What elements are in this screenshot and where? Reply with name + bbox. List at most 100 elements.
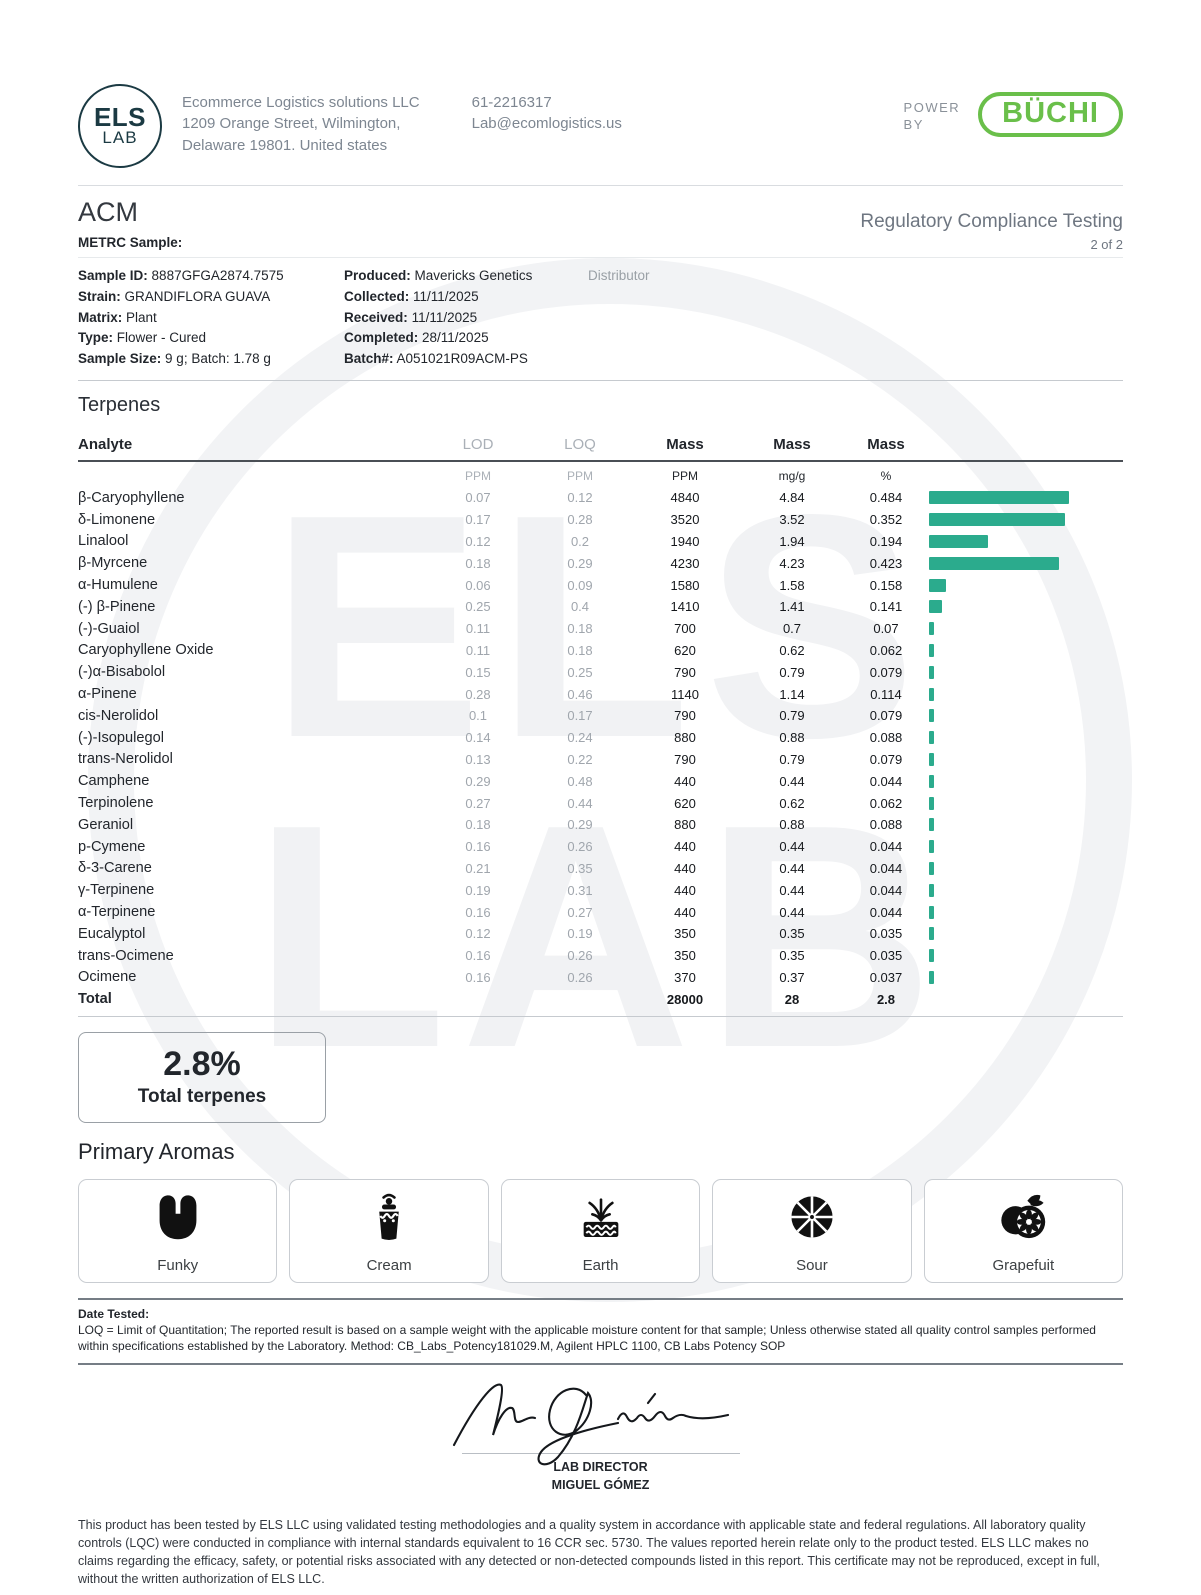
loq-value: 0.29 — [567, 817, 593, 833]
primary-aromas-title: Primary Aromas — [78, 1139, 235, 1165]
lod-value: 0.11 — [465, 621, 491, 637]
mass-ppm-value: 440 — [674, 882, 696, 898]
table-row: p-Cymene 0.16 0.26 440 0.44 0.044 — [78, 836, 1123, 858]
lod-value: 0.18 — [465, 555, 491, 571]
mass-mgg-value: 0.44 — [779, 860, 805, 876]
mass-mgg-value: 0.62 — [779, 795, 805, 811]
mass-pct-value: 0.079 — [869, 664, 903, 680]
mass-pct-value: 0.194 — [869, 533, 903, 549]
bar-cell — [926, 578, 1123, 592]
mass-mgg-value: 4.23 — [779, 555, 805, 571]
mass-pct-value: 0.044 — [869, 839, 903, 855]
batch-number-field: Batch#: A051021R09ACM-PS — [344, 351, 528, 367]
lod-value: 0.17 — [465, 512, 491, 528]
sample-id-field: Sample ID: 8887GFGA2874.7575 — [78, 268, 284, 283]
analyte-name: (-)-Guaiol — [78, 620, 140, 637]
client-name: ACM — [78, 197, 138, 227]
earth-icon — [583, 1198, 618, 1238]
aroma-card-sour: Sour — [712, 1179, 912, 1284]
report-title: Regulatory Compliance Testing — [860, 211, 1123, 232]
mass-pct-value: 0.484 — [869, 490, 903, 506]
company-name: Ecommerce Logistics solutions LLC — [182, 94, 420, 111]
lod-value: 0.16 — [465, 948, 491, 964]
table-row: α-Terpinene 0.16 0.27 440 0.44 0.044 — [78, 901, 1123, 923]
sour-icon — [791, 1196, 833, 1238]
table-row: cis-Nerolidol 0.1 0.17 790 0.79 0.079 — [78, 705, 1123, 727]
mass-pct-value: 0.062 — [869, 642, 903, 658]
lod-value: 0.15 — [465, 664, 491, 680]
loq-value: 0.18 — [567, 642, 593, 658]
analyte-name: p-Cymene — [78, 838, 146, 855]
lod-value: 0.11 — [465, 642, 491, 658]
loq-value: 0.31 — [567, 882, 593, 898]
mass-mgg-value: 1.41 — [779, 599, 805, 615]
analyte-name: Linalool — [78, 533, 129, 550]
bar-cell — [926, 643, 1123, 657]
mass-ppm-value: 1580 — [670, 577, 700, 593]
mass-pct-value: 0.079 — [869, 708, 903, 724]
analyte-name: Eucalyptol — [78, 925, 146, 942]
mass-ppm-value: 790 — [674, 708, 696, 724]
loq-value: 0.12 — [567, 490, 593, 506]
table-row: (-)α-Bisabolol 0.15 0.25 790 0.79 0.079 — [78, 661, 1123, 683]
table-row: trans-Nerolidol 0.13 0.22 790 0.79 0.079 — [78, 749, 1123, 771]
mass-ppm-value: 440 — [674, 839, 696, 855]
analyte-name: Geraniol — [78, 816, 134, 833]
signature-line — [461, 1452, 740, 1454]
bar-cell — [926, 970, 1123, 984]
mass-pct-value: 0.044 — [869, 860, 903, 876]
loq-value: 0.17 — [567, 708, 593, 724]
mass-bar — [929, 861, 934, 875]
mass-bar — [929, 905, 934, 919]
footnote-divider-bottom — [78, 1362, 1123, 1365]
table-row: Terpinolene 0.27 0.44 620 0.62 0.062 — [78, 792, 1123, 814]
total-terpenes-box: 2.8% Total terpenes — [78, 1032, 326, 1124]
logo-text-els: ELS — [93, 101, 147, 132]
mass-ppm-value: 1410 — [670, 599, 700, 615]
mass-mgg-value: 0.44 — [779, 773, 805, 789]
power-by-label: POWER BY — [903, 100, 961, 132]
bar-cell — [926, 796, 1123, 810]
mass-bar — [929, 643, 934, 657]
sample-fields-middle: Produced: Mavericks Genetics Collected: … — [344, 266, 588, 370]
lod-value: 0.16 — [465, 969, 491, 985]
date-tested-label: Date Tested: — [78, 1307, 150, 1322]
bar-cell — [926, 731, 1123, 745]
bar-cell — [926, 622, 1123, 636]
mass-bar — [929, 600, 942, 614]
mass-ppm-value: 790 — [674, 751, 696, 767]
mass-pct-value: 0.158 — [869, 577, 903, 593]
analyte-name: α-Terpinene — [78, 904, 156, 921]
mass-pct-value: 0.088 — [869, 817, 903, 833]
metrc-sample-label: METRC Sample: — [78, 235, 183, 250]
mass-mgg-value: 0.79 — [779, 664, 805, 680]
loq-value: 0.25 — [567, 664, 593, 680]
analyte-name: (-)α-Bisabolol — [78, 664, 166, 681]
column-header-mass-pct: Mass — [867, 436, 905, 454]
analyte-name: trans-Nerolidol — [78, 751, 173, 768]
section-divider — [78, 379, 1123, 381]
table-row: Eucalyptol 0.12 0.19 350 0.35 0.035 — [78, 923, 1123, 945]
bar-cell — [926, 752, 1123, 766]
company-address-line2: Delaware 19801. United states — [182, 136, 388, 154]
unit-loq: PPM — [566, 468, 593, 483]
footnote-divider-top — [78, 1298, 1123, 1301]
aroma-label: Cream — [366, 1257, 412, 1275]
aroma-card-cream: Cream — [289, 1179, 489, 1284]
mass-ppm-value: 350 — [674, 926, 696, 942]
loq-value: 0.28 — [567, 512, 593, 528]
table-header-divider — [78, 459, 1123, 462]
total-mgg: 28 — [784, 991, 800, 1007]
footnote-block: Date Tested: LOQ = Limit of Quantitation… — [78, 1306, 1123, 1355]
column-header-mass-mgg: Mass — [773, 436, 811, 454]
bar-cell — [926, 949, 1123, 963]
loq-value: 0.26 — [567, 948, 593, 964]
loq-value: 0.29 — [567, 555, 593, 571]
lod-value: 0.12 — [465, 926, 491, 942]
mass-ppm-value: 370 — [674, 969, 696, 985]
loq-value: 0.18 — [567, 621, 593, 637]
metrc-divider — [78, 257, 1123, 258]
bar-cell — [926, 665, 1123, 679]
loq-value: 0.2 — [570, 533, 590, 549]
signature-icon — [452, 1383, 729, 1466]
